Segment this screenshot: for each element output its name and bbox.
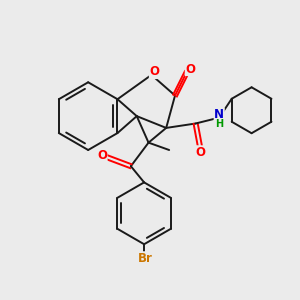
- Text: N: N: [214, 108, 224, 121]
- Text: O: O: [97, 149, 107, 162]
- Text: Br: Br: [138, 252, 153, 265]
- Text: H: H: [215, 119, 223, 129]
- Text: O: O: [185, 62, 195, 76]
- Text: O: O: [195, 146, 205, 159]
- Text: O: O: [149, 65, 159, 79]
